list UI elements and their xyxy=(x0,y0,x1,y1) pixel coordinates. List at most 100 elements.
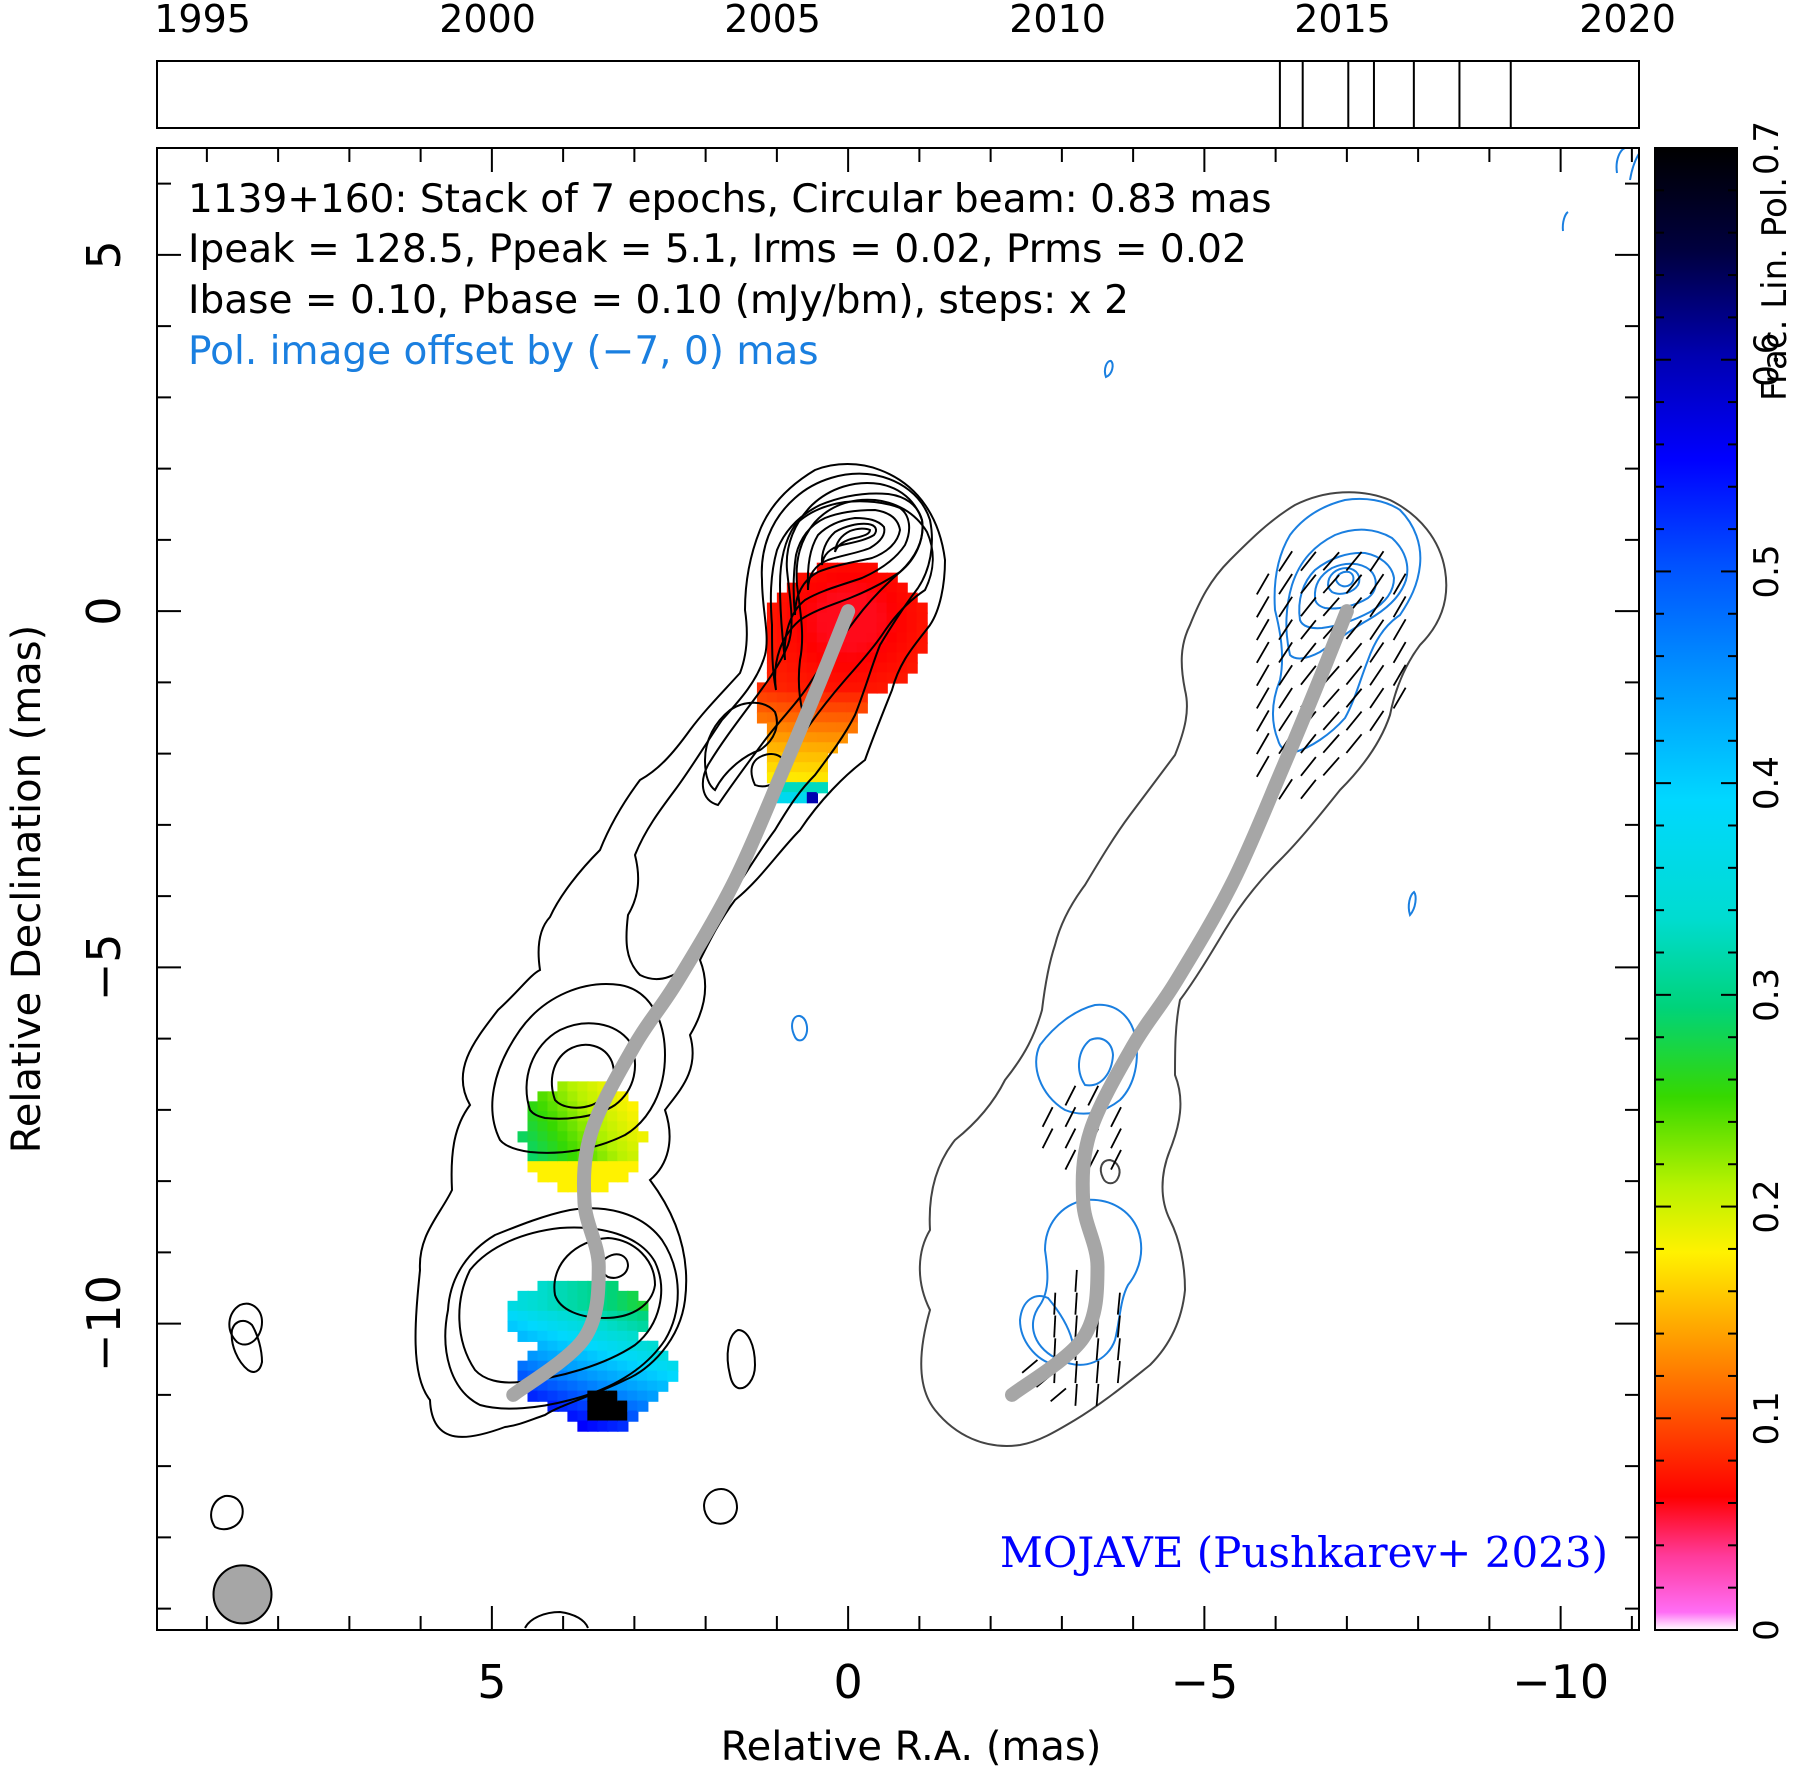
evpa-tick xyxy=(1256,755,1270,778)
polarization-pixel xyxy=(647,1360,659,1372)
polarization-pixel xyxy=(597,1081,609,1093)
polarization-pixel xyxy=(587,1350,599,1362)
polarization-pixel xyxy=(567,1390,579,1402)
polarization-contours xyxy=(791,148,1639,1447)
polarization-pixel xyxy=(776,672,789,684)
colorbar-label: Frac. Lin. Pol. xyxy=(1755,177,1795,401)
polarization-pixel xyxy=(866,562,878,574)
polarization-pixel xyxy=(567,1400,579,1412)
polarization-pixel xyxy=(856,672,868,684)
polarization-pixel xyxy=(856,612,868,624)
intensity-contour-21 xyxy=(230,1319,264,1373)
polarization-pixel xyxy=(816,592,828,604)
evpa-tick xyxy=(1053,1292,1057,1315)
polarization-pixel xyxy=(896,592,908,604)
polarization-pixel xyxy=(836,582,848,594)
polarization-pixel xyxy=(657,1350,669,1362)
polarization-pixel xyxy=(637,1340,649,1352)
polarization-pixel xyxy=(597,1370,609,1382)
polarization-pixel xyxy=(607,1310,619,1322)
polarization-pixel xyxy=(806,592,818,604)
evpa-tick xyxy=(1392,573,1407,595)
polarization-pixel xyxy=(906,622,918,634)
polarization-pixel xyxy=(846,692,858,704)
polarization-pixel xyxy=(517,1370,529,1382)
polarization-pixel xyxy=(836,652,848,664)
polarization-pixel xyxy=(627,1390,639,1402)
polarization-pixel xyxy=(587,1390,599,1402)
polarization-pixel xyxy=(607,1410,619,1422)
evpa-tick xyxy=(1392,664,1407,687)
polarization-pixel xyxy=(637,1350,649,1362)
polarization-pixel xyxy=(597,1131,609,1143)
timeline-epoch-marks xyxy=(1278,61,1512,128)
polarization-pixel xyxy=(856,642,868,654)
polarization-contour-island-5 xyxy=(1407,890,1417,918)
polarization-pixel xyxy=(846,562,858,574)
intensity-contour-24 xyxy=(210,1494,244,1531)
polarization-pixel xyxy=(627,1131,639,1143)
x-tick-label: 5 xyxy=(477,1655,506,1709)
x-tick-label: 0 xyxy=(833,1655,862,1709)
polarization-pixel xyxy=(547,1141,559,1153)
beam-ellipse xyxy=(212,1564,273,1625)
polarization-pixel xyxy=(816,622,828,634)
polarization-pixel xyxy=(527,1300,539,1313)
polarization-pixel xyxy=(527,1141,539,1153)
polarization-pixel xyxy=(557,1290,569,1303)
polarization-pixel xyxy=(906,662,918,674)
polarization-pixel xyxy=(587,1091,599,1103)
polarization-pixel xyxy=(547,1350,559,1362)
polarization-pixel xyxy=(617,1350,629,1362)
polarization-pixel xyxy=(836,702,848,714)
evpa-tick xyxy=(1300,574,1317,595)
polarization-pixel xyxy=(876,592,888,604)
timeline-panel: 1995 2000 2005 2010 2015 2020 xyxy=(154,0,1676,129)
evpa-tick xyxy=(1300,733,1317,754)
y-tick-label: 5 xyxy=(77,240,131,269)
polarization-pixel xyxy=(627,1380,639,1392)
polarization-pixel xyxy=(547,1101,559,1113)
polarization-pixel xyxy=(607,1390,619,1402)
polarization-pixel xyxy=(627,1310,639,1322)
polarization-pixel xyxy=(846,712,858,724)
polarization-pixel xyxy=(537,1340,549,1352)
polarization-pixel xyxy=(537,1300,549,1313)
polarization-pixel xyxy=(806,582,818,594)
polarization-pixel xyxy=(537,1290,549,1303)
evpa-tick xyxy=(1345,733,1363,754)
polarization-pixel xyxy=(786,672,799,684)
polarization-pixel xyxy=(547,1310,559,1322)
x-tick-label: −10 xyxy=(1512,1655,1609,1709)
intensity-contour-9 xyxy=(625,472,933,980)
timeline-tick-label: 1995 xyxy=(154,0,251,41)
polarization-pixel xyxy=(796,592,809,604)
intensity-contour-15 xyxy=(778,500,911,661)
polarization-pixel xyxy=(866,572,878,584)
polarization-pixel xyxy=(557,1121,569,1133)
intensity-contour-19 xyxy=(834,527,872,553)
polarization-pixel xyxy=(617,1370,629,1382)
colorbar: 0 0.1 0.2 0.3 0.4 0.5 0.6 0.7 Frac. Lin. Pol. xyxy=(1654,121,1795,1641)
polarization-pixel xyxy=(567,1081,579,1093)
polarization-pixel xyxy=(906,652,918,664)
polarization-pixel xyxy=(906,602,918,614)
evpa-tick xyxy=(1110,1106,1122,1128)
polarization-pixel xyxy=(866,622,878,634)
evpa-tick xyxy=(1300,642,1317,663)
evpa-tick xyxy=(1322,756,1340,777)
main-axis-tick-labels: 5 0 −5 −10 5 0 −5 −10 xyxy=(77,240,1609,1709)
polarization-pixel xyxy=(607,1171,619,1183)
evpa-tick xyxy=(1322,688,1340,708)
evpa-tick xyxy=(1074,1361,1078,1384)
polarization-pixel xyxy=(567,1280,579,1293)
polarization-pixel xyxy=(547,1151,559,1163)
evpa-tick xyxy=(1256,618,1270,641)
evpa-tick xyxy=(1392,687,1407,709)
polarization-pixel xyxy=(597,1420,609,1432)
credit-label: MOJAVE (Pushkarev+ 2023) xyxy=(1000,1528,1608,1577)
polarization-pixel xyxy=(826,672,838,684)
polarization-pixel xyxy=(507,1300,519,1313)
polarization-pixel xyxy=(607,1340,619,1352)
